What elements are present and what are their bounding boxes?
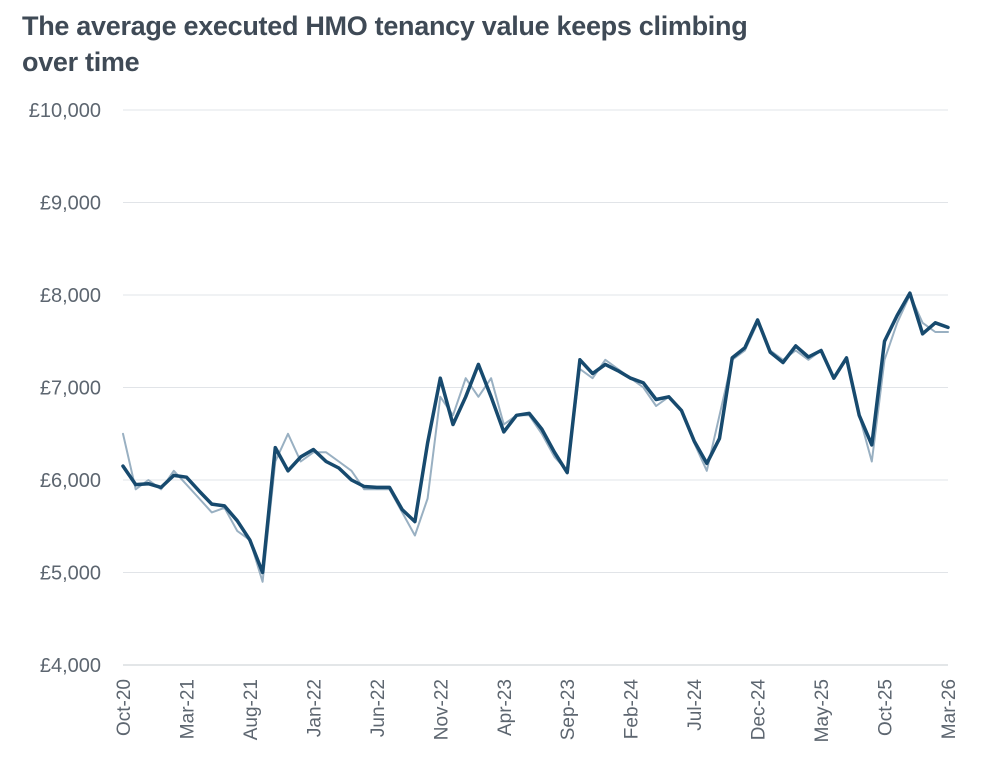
x-tick-label: Mar-26	[939, 679, 960, 739]
gridlines	[123, 109, 948, 666]
daily-value-line	[122, 294, 949, 583]
y-tick-label: £10,000	[29, 100, 101, 122]
x-tick-label: Jan-22	[304, 679, 325, 737]
x-tick-label: Oct-25	[876, 679, 897, 736]
x-tick-label: Jun-22	[368, 679, 389, 737]
x-tick-label: Jul-24	[685, 679, 706, 731]
x-tick-label: Feb-24	[622, 679, 643, 740]
y-tick-label: £9,000	[40, 193, 101, 215]
x-tick-label: Apr-23	[495, 679, 516, 736]
x-tick-label: Mar-21	[177, 679, 198, 739]
y-axis-ticks: £4,000 £5,000 £6,000 £7,000 £8,000 £9,000 £10,…	[29, 100, 101, 677]
x-tick-label: Sep-23	[558, 679, 579, 740]
x-tick-label: Aug-21	[241, 679, 262, 740]
x-tick-label: Nov-22	[431, 679, 452, 740]
y-tick-label: £7,000	[40, 378, 101, 400]
x-tick-label: May-25	[812, 679, 833, 742]
y-tick-label: £8,000	[40, 285, 101, 307]
series-lines	[121, 291, 950, 583]
x-axis-ticks: Oct-20 Mar-21 Aug-21 Jan-22 Jun-22 Nov-22 Apr-…	[114, 679, 960, 743]
x-tick-label: Dec-24	[749, 679, 770, 741]
y-tick-label: £5,000	[40, 563, 101, 585]
y-tick-label: £4,000	[40, 655, 101, 677]
x-tick-label: Oct-20	[114, 679, 135, 736]
chart-title: The average executed HMO tenancy value k…	[22, 11, 748, 77]
y-tick-label: £6,000	[40, 470, 101, 492]
smoothed-average-line	[121, 291, 950, 575]
